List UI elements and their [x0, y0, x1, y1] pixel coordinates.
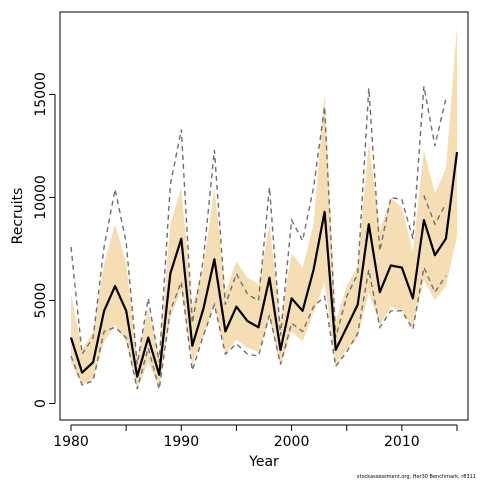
axes: 1980 1990 2000 2010 0 5000 10000 15000 [33, 72, 458, 450]
y-tick-label-5000: 5000 [33, 283, 49, 319]
plot-frame [59, 11, 469, 421]
y-axis-title: Recruits [10, 188, 26, 245]
x-tick-label-1990: 1990 [163, 434, 199, 450]
x-axis-title: Year [248, 454, 279, 470]
y-tick-label-0: 0 [33, 399, 49, 408]
dashed-lower-line [70, 265, 447, 390]
plot-area [69, 26, 459, 390]
y-tick-label-15000: 15000 [33, 72, 49, 117]
estimate-line [69, 151, 459, 378]
dashed-mid-line [423, 195, 447, 226]
x-tick-label-2010: 2010 [384, 434, 420, 450]
x-tick-label-1980: 1980 [53, 434, 89, 450]
y-tick-label-10000: 10000 [33, 175, 49, 220]
footnote: stockassessment.org, Her30 Benchmark, r8… [357, 474, 476, 480]
x-tick-label-2000: 2000 [274, 434, 310, 450]
